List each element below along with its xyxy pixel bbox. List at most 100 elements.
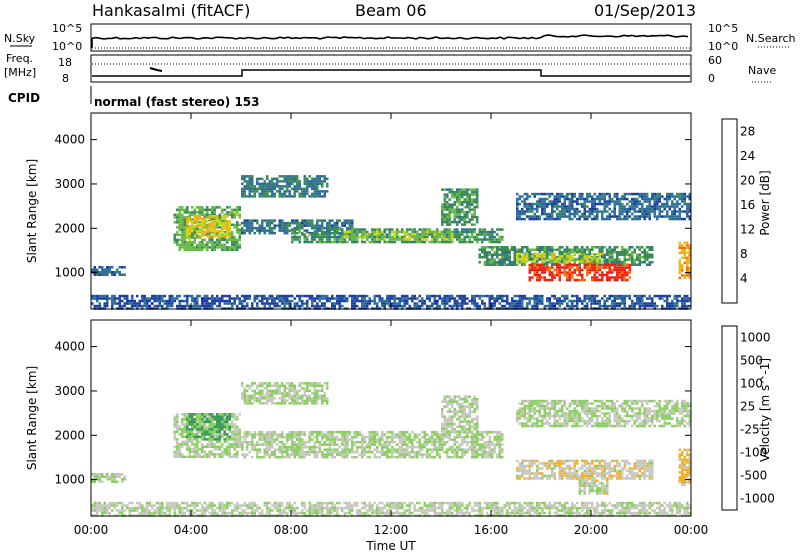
echo-cell bbox=[443, 233, 446, 236]
echo-cell bbox=[288, 229, 291, 232]
echo-cell bbox=[538, 192, 541, 196]
echo-cell bbox=[461, 294, 464, 298]
echo-cell bbox=[321, 235, 324, 239]
echo-cell bbox=[161, 509, 164, 512]
echo-cell bbox=[123, 509, 126, 512]
echo-cell bbox=[453, 304, 456, 308]
echo-cell bbox=[491, 302, 494, 305]
echo-cell bbox=[528, 278, 531, 282]
echo-cell bbox=[188, 230, 191, 233]
echo-cell bbox=[276, 506, 279, 510]
echo-cell bbox=[236, 241, 239, 244]
echo-cell bbox=[458, 218, 461, 221]
echo-cell bbox=[553, 257, 556, 261]
echo-cell bbox=[386, 233, 389, 236]
echo-cell bbox=[588, 509, 591, 512]
echo-cell bbox=[381, 297, 384, 300]
echo-cell bbox=[603, 294, 606, 298]
echo-cell bbox=[571, 501, 574, 505]
echo-cell bbox=[406, 302, 409, 305]
echo-cell bbox=[648, 197, 651, 201]
echo-cell bbox=[323, 235, 326, 239]
echo-cell bbox=[393, 511, 396, 515]
echo-cell bbox=[668, 304, 671, 308]
echo-cell bbox=[366, 299, 369, 303]
echo-cell bbox=[91, 509, 94, 512]
echo-cell bbox=[483, 506, 486, 510]
echo-cell bbox=[471, 240, 474, 244]
echo-cell bbox=[238, 233, 241, 237]
echo-cell bbox=[243, 187, 246, 191]
colorbar-tick-label: 24 bbox=[740, 149, 755, 163]
echo-cell bbox=[668, 197, 671, 201]
echo-cell bbox=[243, 175, 246, 178]
echo-cell bbox=[353, 235, 356, 238]
echo-cell bbox=[421, 297, 424, 300]
echo-cell bbox=[631, 256, 634, 259]
echo-cell bbox=[493, 263, 496, 266]
echo-cell bbox=[323, 304, 326, 308]
echo-cell bbox=[233, 297, 236, 300]
echo-cell bbox=[328, 221, 331, 225]
echo-cell bbox=[528, 256, 531, 259]
echo-cell bbox=[343, 233, 346, 236]
echo-cell bbox=[161, 299, 164, 303]
echo-cell bbox=[658, 195, 661, 198]
echo-cell bbox=[316, 302, 319, 305]
echo-cell bbox=[203, 509, 206, 512]
echo-cell bbox=[116, 473, 119, 476]
echo-cell bbox=[448, 240, 451, 244]
echo-cell bbox=[671, 210, 674, 213]
echo-cell bbox=[501, 238, 504, 241]
echo-cell bbox=[571, 302, 574, 305]
echo-cell bbox=[381, 230, 384, 233]
power-echo-marks bbox=[91, 175, 691, 310]
echo-cell bbox=[361, 302, 364, 305]
echo-cell bbox=[656, 217, 659, 221]
echo-cell bbox=[203, 232, 206, 235]
echo-cell bbox=[91, 294, 94, 298]
echo-cell bbox=[483, 294, 486, 298]
echo-cell bbox=[681, 256, 684, 260]
echo-cell bbox=[273, 195, 276, 198]
echo-cell bbox=[278, 226, 281, 230]
echo-cell bbox=[336, 509, 339, 512]
echo-cell bbox=[201, 211, 204, 214]
echo-cell bbox=[591, 260, 594, 263]
echo-cell bbox=[681, 197, 684, 201]
echo-cell bbox=[446, 220, 449, 224]
echo-cell bbox=[398, 297, 401, 300]
echo-cell bbox=[558, 210, 561, 213]
echo-cell bbox=[658, 200, 661, 203]
echo-cell bbox=[348, 230, 351, 233]
echo-cell bbox=[661, 215, 664, 218]
echo-cell bbox=[371, 299, 374, 303]
echo-cell bbox=[298, 182, 301, 186]
echo-cell bbox=[621, 253, 624, 256]
echo-cell bbox=[438, 294, 441, 298]
echo-cell bbox=[206, 246, 209, 249]
echo-cell bbox=[181, 511, 184, 515]
echo-cell bbox=[173, 511, 176, 515]
echo-cell bbox=[613, 195, 616, 198]
echo-cell bbox=[603, 197, 606, 201]
echo-cell bbox=[451, 501, 454, 505]
echo-cell bbox=[466, 213, 469, 216]
echo-cell bbox=[258, 185, 261, 188]
echo-cell bbox=[436, 233, 439, 236]
echo-cell bbox=[588, 253, 591, 256]
echo-cell bbox=[96, 294, 99, 298]
echo-cell bbox=[596, 210, 599, 213]
echo-cell bbox=[306, 302, 309, 305]
echo-cell bbox=[528, 299, 531, 303]
echo-cell bbox=[458, 213, 461, 216]
echo-cell bbox=[328, 297, 331, 300]
echo-cell bbox=[671, 212, 674, 216]
echo-cell bbox=[428, 299, 431, 303]
echo-cell bbox=[291, 509, 294, 512]
echo-cell bbox=[686, 195, 689, 198]
echo-cell bbox=[551, 192, 554, 196]
echo-cell bbox=[211, 511, 214, 515]
echo-cell bbox=[596, 506, 599, 510]
echo-cell bbox=[421, 511, 424, 515]
